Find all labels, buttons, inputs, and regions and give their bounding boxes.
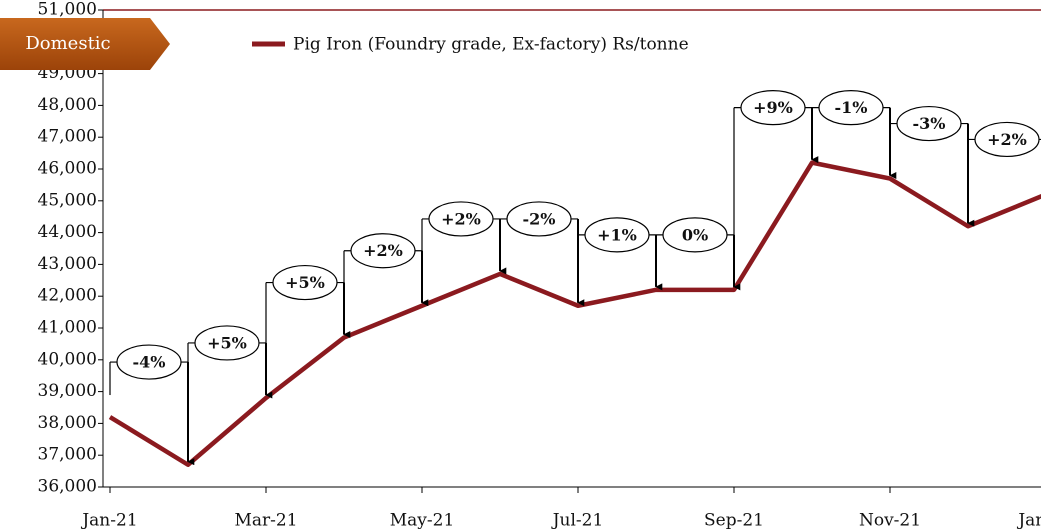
annotation: 0% [682, 225, 708, 244]
annotation: +2% [987, 130, 1027, 149]
x-tick-label: Sep-21 [704, 511, 764, 531]
annotation: -1% [835, 98, 868, 117]
annotation-bubble [974, 121, 1040, 158]
annotation: -3% [913, 114, 946, 133]
badge-shape [0, 18, 170, 70]
y-tick-label: 51,000 [38, 0, 97, 20]
y-tick-label: 47,000 [38, 127, 97, 147]
y-tick-label: 44,000 [38, 222, 97, 242]
annotation: -4% [133, 353, 166, 372]
annotation: +5% [207, 333, 247, 352]
annotation-bubble [662, 217, 728, 253]
badge: Domestic [25, 33, 110, 54]
y-tick-label: 36,000 [38, 477, 97, 497]
legend-label: Pig Iron (Foundry grade, Ex-factory) Rs/… [293, 35, 689, 55]
x-tick-label: Jul-21 [551, 511, 604, 531]
y-tick-label: 48,000 [38, 95, 97, 115]
annotation-bubble [350, 233, 416, 269]
x-tick-label: Jan-22 [1016, 511, 1041, 531]
annotation: +1% [597, 225, 637, 244]
y-tick-label: 38,000 [38, 413, 97, 433]
annotation-bubble [116, 344, 182, 380]
y-tick-label: 43,000 [38, 254, 97, 274]
y-tick-label: 42,000 [38, 286, 97, 306]
x-tick-label: Jan-21 [80, 511, 137, 531]
annotation: +9% [753, 98, 793, 117]
y-tick-label: 46,000 [38, 159, 97, 179]
annotation-bubble [272, 264, 338, 301]
overlay: -4% +5% +5% +2% +2% -2% +1% 0% +9% -1% -3% +2% Domes… [0, 18, 1041, 466]
annotation-bubble [428, 201, 494, 237]
annotation: +2% [363, 241, 403, 260]
y-tick-label: 41,000 [38, 318, 97, 338]
x-tick-label: Mar-21 [234, 511, 297, 531]
annotation-bubble [818, 90, 884, 126]
annotation-bubble [506, 201, 572, 237]
annotation-bubble [194, 325, 260, 361]
series-line [108, 160, 1041, 467]
annotation: -2% [523, 209, 556, 228]
y-tick-label: 45,000 [38, 190, 97, 210]
annotation: +5% [285, 273, 325, 292]
annotation: +2% [441, 209, 481, 228]
annotation-bubble [896, 105, 962, 142]
y-tick-label: 39,000 [38, 381, 97, 401]
x-tick-label: Nov-21 [859, 511, 921, 531]
annotation-bubble [584, 217, 650, 253]
y-tick-label: 37,000 [38, 445, 97, 465]
x-tick-label: May-21 [390, 511, 455, 531]
annotation-bubble [740, 90, 806, 126]
y-tick-label: 40,000 [38, 349, 97, 369]
